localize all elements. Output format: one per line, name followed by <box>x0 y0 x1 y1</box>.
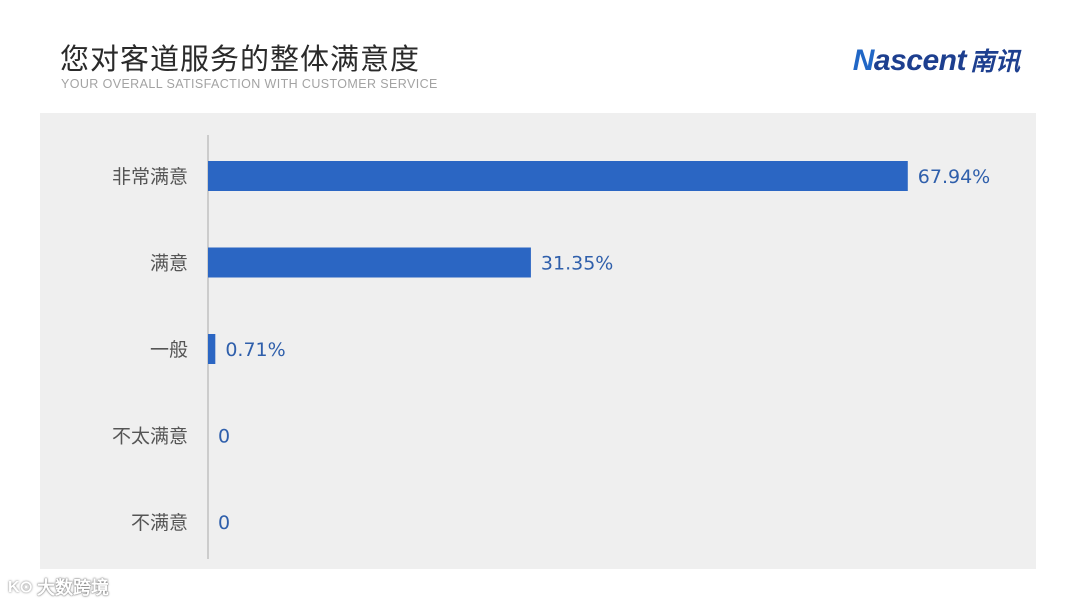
category-label: 一般 <box>150 339 188 361</box>
data-label: 0 <box>218 426 230 448</box>
data-label: 0 <box>218 512 230 534</box>
page-subtitle: YOUR OVERALL SATISFACTION WITH CUSTOMER … <box>61 77 438 91</box>
bar <box>208 161 908 191</box>
data-label: 0.71% <box>225 339 285 361</box>
logo-wordmark: Nascent <box>852 44 967 78</box>
chart-panel: 非常满意 67.94% 满意 31.35% 一般 0.71% 不太满意 0 不满意 0 <box>40 113 1036 569</box>
page-title: 您对客道服务的整体满意度 <box>60 42 421 76</box>
category-label: 满意 <box>150 253 188 275</box>
watermark-icon: K⊙ <box>8 579 33 596</box>
watermark-text: 大数跨境 <box>36 578 109 599</box>
bar-chart: 非常满意 67.94% 满意 31.35% 一般 0.71% 不太满意 0 不满意 0 <box>112 135 990 559</box>
data-label: 31.35% <box>541 253 613 275</box>
nascent-logo: Nascent 南讯 <box>853 42 1020 78</box>
bar <box>208 247 531 278</box>
category-label: 非常满意 <box>112 166 188 188</box>
category-label: 不满意 <box>131 512 188 534</box>
logo-chinese: 南讯 <box>969 47 1020 76</box>
watermark: K⊙ 大数跨境 <box>8 574 109 600</box>
data-label: 67.94% <box>918 166 990 188</box>
category-label: 不太满意 <box>112 426 188 448</box>
logo-wordmark-accent: N <box>852 44 875 77</box>
logo-wordmark-rest: ascent <box>873 44 967 77</box>
bar <box>208 334 216 364</box>
